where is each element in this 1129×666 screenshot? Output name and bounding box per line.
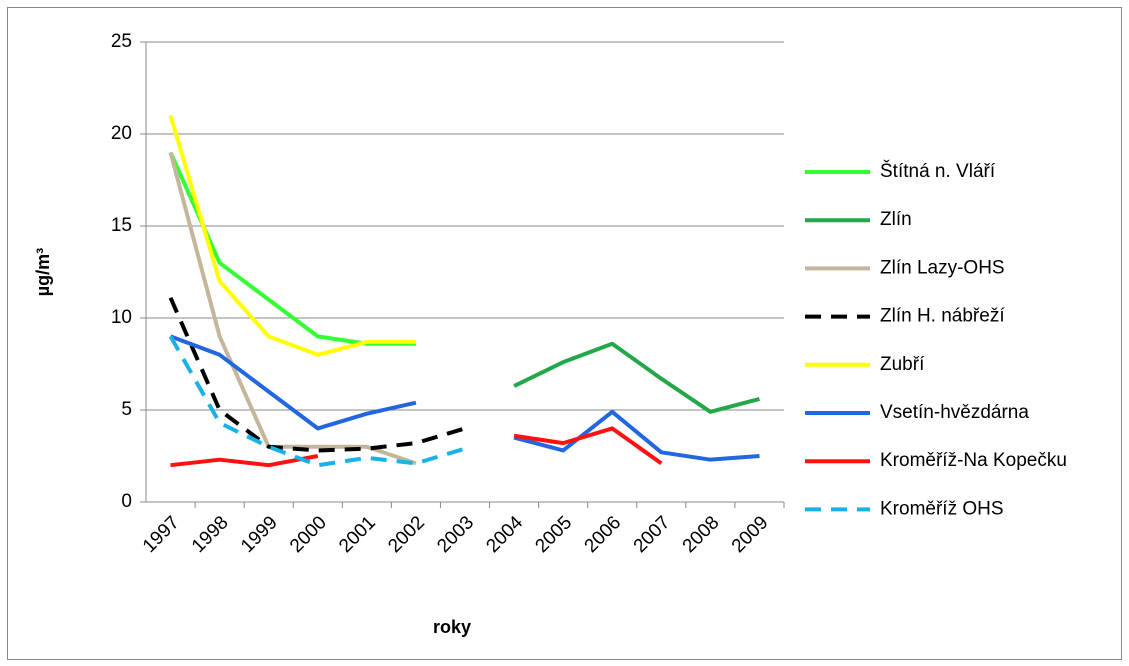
legend-label: Kroměříž-Na Kopečku bbox=[880, 450, 1067, 471]
series-line bbox=[170, 426, 663, 468]
legend-label: Štítná n. Vláří bbox=[880, 160, 996, 182]
legend-label: Vsetín-hvězdárna bbox=[880, 402, 1029, 423]
y-axis-label: µg/m³ bbox=[33, 248, 53, 296]
y-tick-label: 5 bbox=[121, 399, 132, 420]
y-tick-label: 25 bbox=[111, 31, 132, 52]
legend-label: Zlín bbox=[880, 209, 912, 230]
legend-label: Kroměříž OHS bbox=[880, 498, 1004, 519]
y-tick-label: 0 bbox=[121, 491, 132, 512]
legend-label: Zlín H. nábřeží bbox=[880, 306, 1005, 327]
legend-label: Zlín Lazy-OHS bbox=[880, 257, 1005, 278]
chart-border bbox=[7, 7, 1122, 660]
series-line bbox=[168, 115, 416, 357]
legend-label: Zubří bbox=[880, 354, 925, 375]
series-line bbox=[513, 341, 760, 414]
x-axis-label: roky bbox=[433, 617, 471, 637]
y-tick-label: 20 bbox=[111, 123, 132, 144]
series-line bbox=[169, 334, 760, 462]
y-tick-label: 10 bbox=[111, 307, 132, 328]
y-tick-label: 15 bbox=[111, 215, 132, 236]
